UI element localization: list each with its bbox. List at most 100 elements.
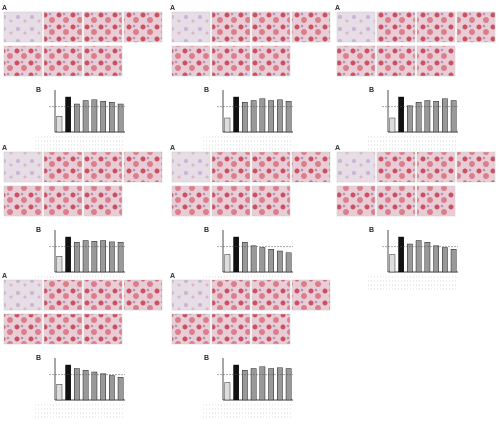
chart-label: B xyxy=(36,87,41,94)
bar xyxy=(398,236,404,273)
chart-label: B xyxy=(204,355,209,362)
bar xyxy=(224,254,231,273)
panel-label: A xyxy=(2,5,7,12)
bar xyxy=(233,236,239,273)
bar xyxy=(415,240,422,273)
micrograph xyxy=(291,11,331,43)
micrograph xyxy=(83,11,123,43)
micrograph xyxy=(171,45,211,77)
micrograph xyxy=(211,279,251,311)
bar xyxy=(224,117,231,133)
bar xyxy=(117,103,124,133)
chart-label: B xyxy=(369,227,374,234)
bar xyxy=(74,103,80,133)
panel-label: A xyxy=(335,5,340,12)
micrograph xyxy=(336,45,376,77)
bar xyxy=(117,242,124,273)
micrograph xyxy=(43,11,83,43)
micrograph xyxy=(171,279,211,311)
bar xyxy=(74,368,80,401)
micrograph xyxy=(336,185,376,217)
micrograph xyxy=(123,11,163,43)
micrograph xyxy=(416,185,456,217)
bar xyxy=(233,96,239,133)
bar xyxy=(100,373,106,401)
micrograph xyxy=(3,313,43,345)
bar xyxy=(242,102,248,133)
bar xyxy=(117,377,124,401)
micrograph xyxy=(336,151,376,183)
bar xyxy=(65,96,71,133)
bar xyxy=(109,102,115,133)
micrograph xyxy=(43,313,83,345)
micrograph xyxy=(416,151,456,183)
bar xyxy=(268,100,274,133)
bar xyxy=(407,105,413,133)
micrograph xyxy=(171,11,211,43)
chart-label: B xyxy=(204,227,209,234)
bar xyxy=(250,368,257,401)
micrograph xyxy=(83,45,123,77)
panel-label: A xyxy=(2,145,7,152)
micrograph xyxy=(171,185,211,217)
bar xyxy=(268,368,274,401)
micrograph xyxy=(251,279,291,311)
bar xyxy=(285,100,292,133)
chart-label: B xyxy=(204,87,209,94)
micrograph xyxy=(3,279,43,311)
bar xyxy=(100,240,106,273)
micrograph xyxy=(416,45,456,77)
bar xyxy=(242,370,248,401)
bar xyxy=(109,241,115,273)
micrograph xyxy=(83,279,123,311)
bar xyxy=(415,102,422,133)
bar xyxy=(233,364,239,401)
bar xyxy=(259,247,266,273)
bar xyxy=(433,245,439,273)
bar xyxy=(65,236,71,273)
bar xyxy=(450,249,457,273)
bar xyxy=(442,247,448,273)
bar xyxy=(91,371,98,401)
micrograph xyxy=(43,45,83,77)
panel-label: A xyxy=(170,145,175,152)
bar xyxy=(250,245,257,273)
bar xyxy=(224,382,231,401)
bar xyxy=(91,240,98,273)
panel-label: A xyxy=(170,5,175,12)
bar xyxy=(109,375,115,401)
micrograph xyxy=(251,313,291,345)
micrograph xyxy=(291,279,331,311)
bar xyxy=(407,243,413,273)
bar xyxy=(56,116,63,133)
micrograph xyxy=(83,313,123,345)
bar xyxy=(82,100,89,133)
micrograph xyxy=(43,279,83,311)
micrograph xyxy=(211,45,251,77)
chart-label: B xyxy=(369,87,374,94)
micrograph xyxy=(3,185,43,217)
micrograph xyxy=(376,11,416,43)
bar xyxy=(259,98,266,133)
chart-label: B xyxy=(36,355,41,362)
bar xyxy=(242,242,248,273)
micrograph xyxy=(376,151,416,183)
bar xyxy=(285,368,292,401)
micrograph xyxy=(171,313,211,345)
bar xyxy=(442,98,448,133)
bar xyxy=(398,96,404,133)
panel-label: A xyxy=(2,273,7,280)
micrograph xyxy=(83,185,123,217)
micrograph xyxy=(211,185,251,217)
bar xyxy=(389,117,396,133)
micrograph xyxy=(291,151,331,183)
bar xyxy=(91,99,98,133)
micrograph xyxy=(376,45,416,77)
bar xyxy=(424,242,431,273)
bar xyxy=(82,370,89,401)
micrograph xyxy=(123,151,163,183)
chart-label: B xyxy=(36,227,41,234)
micrograph xyxy=(211,11,251,43)
micrograph xyxy=(123,279,163,311)
